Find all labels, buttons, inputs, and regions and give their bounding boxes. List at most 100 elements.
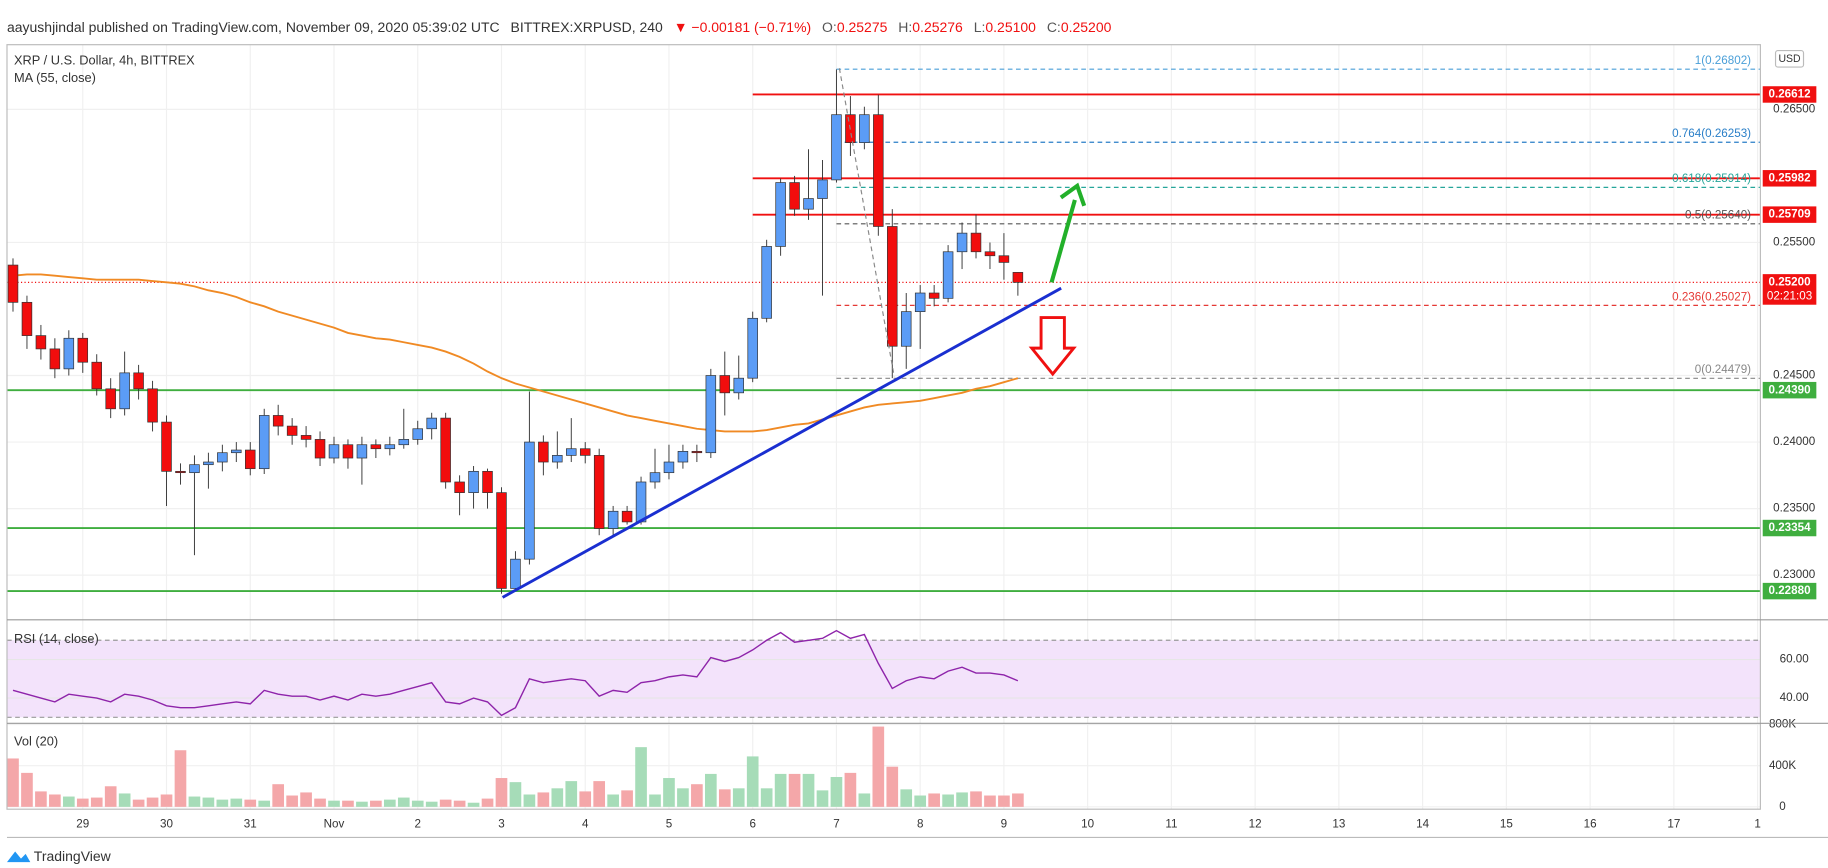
- candle-body: [258, 415, 270, 470]
- trendline: [501, 286, 1062, 599]
- candle-body: [496, 492, 507, 589]
- candle-body: [482, 470, 493, 493]
- candle-body: [747, 317, 758, 379]
- rsi-band: [6, 640, 1761, 718]
- volume-bar: [244, 799, 257, 807]
- level-tag: [1762, 206, 1817, 223]
- level-label: 0.25982: [1768, 171, 1811, 184]
- candle-body: [91, 361, 102, 390]
- volume-bar: [370, 800, 382, 807]
- x-tick-label: 12: [1249, 818, 1262, 831]
- footer-brand: TradingView: [34, 848, 112, 864]
- x-tick-label: 15: [1500, 818, 1513, 831]
- volume-bar: [565, 781, 578, 807]
- chart-title: XRP / U.S. Dollar, 4h, BITTREX: [14, 53, 195, 68]
- candle-body: [147, 388, 158, 423]
- volume-bar: [481, 798, 494, 807]
- candle-body: [398, 439, 410, 446]
- change: ▼ −0.00181 (−0.71%): [674, 19, 811, 35]
- x-tick-label: 3: [498, 818, 504, 831]
- volume-bar: [844, 772, 857, 807]
- volume-bar: [607, 794, 619, 807]
- volume-bar: [928, 793, 940, 807]
- candle-body: [928, 292, 940, 299]
- x-tick-label: 5: [666, 818, 673, 831]
- volume-bar: [35, 791, 47, 807]
- ohlc-label: H:: [898, 19, 912, 35]
- candle-body: [984, 251, 996, 257]
- level-label: 0.23354: [1768, 521, 1811, 534]
- candle-body: [719, 375, 731, 394]
- volume-bar: [830, 776, 843, 807]
- volume-bar: [649, 794, 661, 807]
- candle-body: [538, 441, 549, 463]
- x-tick-label: 13: [1332, 818, 1345, 831]
- candle-body: [412, 428, 423, 440]
- ma-line: [12, 273, 1019, 433]
- candle-body: [49, 348, 61, 370]
- candle-body: [607, 510, 619, 529]
- candle-body: [342, 444, 354, 459]
- volume-bar: [705, 773, 717, 807]
- candle-body: [272, 415, 284, 427]
- candle-body: [203, 461, 214, 466]
- candle-body: [956, 232, 968, 253]
- volume-bar: [802, 773, 815, 807]
- candle-body: [803, 198, 814, 210]
- x-tick-label: 4: [582, 818, 589, 831]
- countdown-label: 02:21:03: [1767, 290, 1812, 303]
- currency-box[interactable]: [1774, 49, 1805, 68]
- candle-body: [175, 470, 186, 474]
- currency[interactable]: USD: [1778, 53, 1801, 65]
- candle-body: [552, 455, 563, 463]
- volume-bar: [174, 750, 187, 807]
- y-tick-label: 0.25500: [1773, 236, 1816, 249]
- x-tick-label: 9: [1001, 818, 1007, 831]
- level-label: 0.24390: [1768, 383, 1811, 396]
- candle-body: [468, 470, 479, 493]
- rsi-title: RSI (14, close): [14, 631, 99, 646]
- candle-body: [35, 335, 47, 350]
- x-tick-label: 29: [76, 818, 89, 831]
- volume-bar: [258, 800, 271, 807]
- candle-body: [245, 449, 256, 470]
- candle-body: [831, 114, 842, 181]
- volume-bar: [76, 798, 89, 807]
- x-tick-label: 1: [1754, 818, 1760, 831]
- candle-body: [524, 441, 535, 560]
- volume-tick-label: 400K: [1769, 759, 1796, 772]
- candle-body: [887, 226, 898, 347]
- volume-bar: [621, 790, 633, 807]
- candle-body: [942, 251, 954, 299]
- candle-body: [77, 337, 89, 363]
- volume-bar: [90, 797, 103, 807]
- last-price-tag: [1762, 274, 1817, 305]
- ohlc-label: C:: [1047, 19, 1061, 35]
- down-arrow: [1028, 316, 1077, 377]
- volume-bar: [816, 790, 829, 807]
- rsi-tick-label: 60.00: [1780, 653, 1810, 666]
- level-tag: [1762, 381, 1817, 399]
- volume-bar: [202, 797, 215, 807]
- candle-body: [900, 311, 912, 347]
- x-tick-label: 2: [414, 818, 420, 831]
- ohlc-label: O:: [822, 19, 837, 35]
- volume-bar: [509, 782, 522, 807]
- labels-layer: 29 30 31 Nov 2 3 4 5 6 7 8 9 10 11 12 13 14 15 16 17 1 0.2650…: [76, 54, 1817, 831]
- volume-bar: [160, 794, 173, 807]
- ohlc-value: 0.25100: [985, 19, 1036, 35]
- candle-body: [970, 232, 982, 253]
- candle-body: [914, 292, 926, 312]
- candle-body: [300, 435, 312, 440]
- header: aayushjindal published on TradingView.co…: [7, 19, 1112, 35]
- rsi-line: [12, 629, 1019, 717]
- y-tick-label: 0.24000: [1773, 435, 1816, 448]
- candle-body: [21, 301, 33, 336]
- fib-connector: [838, 68, 895, 377]
- volume-bar: [104, 786, 117, 807]
- fib-label: 0.236(0.25027): [1672, 290, 1751, 303]
- volume-bar: [216, 799, 229, 807]
- x-tick-label: 6: [749, 818, 755, 831]
- volume-bar: [760, 788, 773, 807]
- volume-bar: [62, 796, 75, 807]
